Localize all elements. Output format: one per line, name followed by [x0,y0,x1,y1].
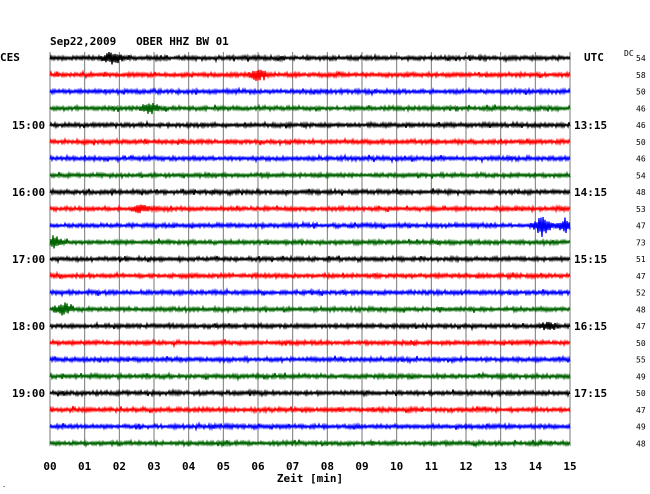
dc-value: 48 [636,188,646,197]
left-hour-label: 18:00 [12,320,45,333]
x-tick-label: 15 [563,460,576,473]
trace-row-2 [49,86,571,97]
dc-value: 54 [636,54,646,63]
right-zone-label: UTC [584,51,604,64]
left-hour-label: 16:00 [12,186,45,199]
x-tick-label: 12 [459,460,472,473]
trace-row-3 [49,102,571,115]
dc-value: 54 [636,171,646,180]
right-hour-label: 17:15 [574,387,607,400]
trace-row-10 [49,216,571,238]
left-hour-label: 17:00 [12,253,45,266]
trace-row-16 [49,320,571,332]
trace-group [49,52,571,449]
right-hour-label: 15:15 [574,253,607,266]
right-hour-label: 14:15 [574,186,607,199]
trace-row-15 [49,302,571,316]
dc-value: 49 [636,372,646,381]
trace-row-1 [49,69,571,81]
x-tick-label: 02 [113,460,126,473]
trace-row-12 [49,254,571,265]
dc-value: 47 [636,322,646,331]
x-tick-label: 04 [182,460,196,473]
dc-value: 47 [636,406,646,415]
x-tick-label: 03 [147,460,160,473]
right-hour-label: 16:15 [574,320,607,333]
dc-value: 50 [636,339,646,348]
dc-value: 73 [636,238,646,247]
trace-row-21 [49,404,571,415]
dc-value: 48 [636,305,646,314]
dc-value: 47 [636,222,646,231]
x-tick-label: 14 [529,460,543,473]
dc-value: 48 [636,439,646,448]
x-tick-label: 09 [355,460,368,473]
axis-labels: 00 01 02 03 04 05 06 07 08 09 10 11 12 13 14 15 54 58 50 46… [12,54,646,473]
dc-value: 51 [636,255,646,264]
right-hour-label: 13:15 [574,119,607,132]
dc-header: DC [624,49,634,58]
x-tick-label: 11 [425,460,439,473]
trace-row-20 [49,387,571,399]
x-axis-label: Zeit [min] [277,472,343,485]
dc-value: 46 [636,155,646,164]
left-hour-label: 15:00 [12,119,45,132]
corner-mark: . [2,481,6,489]
trace-row-5 [49,136,571,148]
dc-value: 55 [636,356,646,365]
chart-title: Sep22,2009 OBER HHZ BW 01 [50,35,229,48]
trace-row-19 [49,370,571,382]
x-tick-label: 10 [390,460,403,473]
dc-value: 53 [636,205,646,214]
trace-row-8 [49,187,571,198]
trace-row-6 [49,153,571,164]
dc-value: 49 [636,423,646,432]
dc-value: 52 [636,289,646,298]
x-tick-label: 08 [321,460,334,473]
dc-value: 46 [636,121,646,130]
dc-value: 47 [636,272,646,281]
dc-value: 58 [636,71,646,80]
x-tick-label: 07 [286,460,299,473]
x-tick-label: 00 [43,460,56,473]
left-hour-label: 19:00 [12,387,45,400]
trace-row-4 [49,119,571,130]
trace-row-18 [49,354,571,365]
dc-value: 46 [636,104,646,113]
x-tick-label: 01 [78,460,92,473]
dc-value: 50 [636,88,646,97]
left-zone-label: CES [0,51,20,64]
trace-row-17 [49,338,571,349]
trace-row-9 [49,203,571,214]
trace-row-22 [49,421,571,432]
trace-row-11 [49,235,571,249]
trace-row-14 [49,287,571,298]
dc-value: 50 [636,138,646,147]
trace-row-23 [49,438,571,449]
trace-row-7 [49,170,571,180]
x-tick-label: 06 [251,460,265,473]
time-gridlines [49,52,571,446]
dc-value: 50 [636,389,646,398]
trace-row-13 [49,270,571,281]
x-tick-label: 13 [494,460,507,473]
trace-row-0 [49,52,571,65]
x-tick-label: 05 [217,460,230,473]
